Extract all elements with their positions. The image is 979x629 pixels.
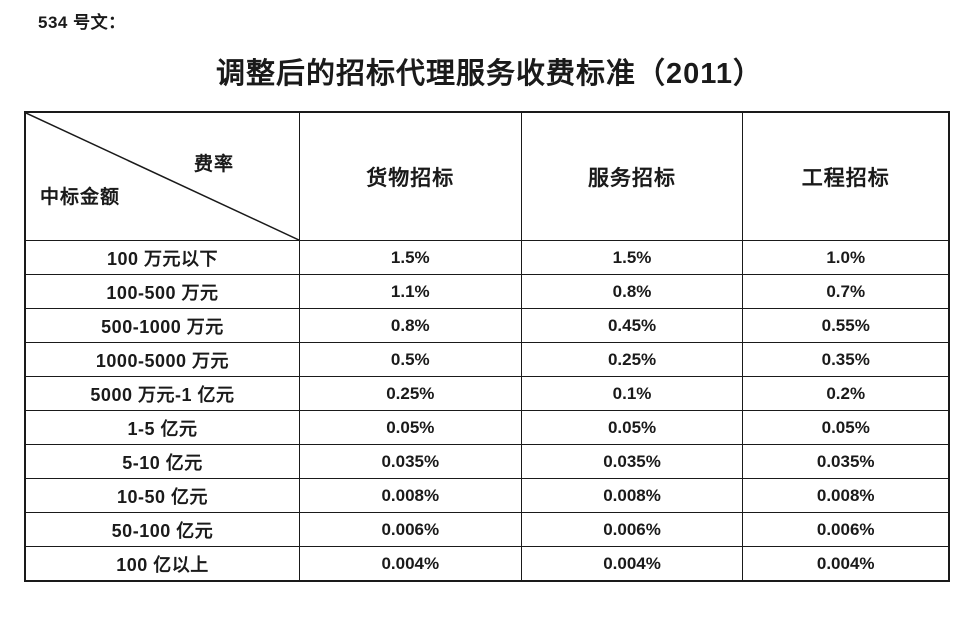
rate-cell: 0.05% (742, 410, 950, 445)
rate-cell: 0.25% (298, 376, 522, 411)
corner-label-bid-amount: 中标金额 (40, 187, 121, 208)
table-row: 100 万元以下 1.5% 1.5% 1.0% (24, 240, 950, 275)
page-title: 调整后的招标代理服务收费标准（2011） (216, 58, 763, 90)
row-label: 1000-5000 万元 (24, 342, 300, 377)
rate-cell: 1.5% (520, 240, 744, 275)
table-row: 1-5 亿元 0.05% 0.05% 0.05% (24, 410, 950, 445)
rate-cell: 0.035% (742, 444, 950, 479)
rate-cell: 1.1% (298, 274, 522, 309)
table-row: 100 亿以上 0.004% 0.004% 0.004% (24, 546, 950, 582)
rate-cell: 0.5% (298, 342, 522, 377)
fee-rate-table: 费率 中标金额 货物招标 服务招标 工程招标 100 万元以下 1.5% 1.5… (24, 111, 950, 582)
rate-cell: 0.008% (520, 478, 744, 513)
row-label: 10-50 亿元 (24, 478, 300, 513)
rate-cell: 0.7% (742, 274, 950, 309)
corner-label-fee-rate: 费率 (194, 154, 235, 175)
doc-number: 534 号文： (38, 13, 126, 32)
rate-cell: 0.004% (298, 546, 522, 582)
rate-cell: 0.45% (520, 308, 744, 343)
table-row: 10-50 亿元 0.008% 0.008% 0.008% (24, 478, 950, 513)
column-header-engineering-bidding: 工程招标 (742, 111, 950, 241)
table-header-row: 费率 中标金额 货物招标 服务招标 工程招标 (24, 111, 950, 241)
row-label: 5000 万元-1 亿元 (24, 376, 300, 411)
row-label: 5-10 亿元 (24, 444, 300, 479)
table-row: 50-100 亿元 0.006% 0.006% 0.006% (24, 512, 950, 547)
rate-cell: 0.006% (298, 512, 522, 547)
row-label: 100-500 万元 (24, 274, 300, 309)
rate-cell: 0.004% (520, 546, 744, 582)
column-header-service-bidding: 服务招标 (520, 111, 744, 241)
rate-cell: 0.006% (520, 512, 744, 547)
rate-cell: 0.8% (298, 308, 522, 343)
table-row: 5000 万元-1 亿元 0.25% 0.1% 0.2% (24, 376, 950, 411)
row-label: 1-5 亿元 (24, 410, 300, 445)
rate-cell: 0.25% (520, 342, 744, 377)
rate-cell: 0.2% (742, 376, 950, 411)
row-label: 500-1000 万元 (24, 308, 300, 343)
rate-cell: 0.05% (520, 410, 744, 445)
rate-cell: 0.05% (298, 410, 522, 445)
table-row: 100-500 万元 1.1% 0.8% 0.7% (24, 274, 950, 309)
rate-cell: 1.5% (298, 240, 522, 275)
row-label: 50-100 亿元 (24, 512, 300, 547)
table-row: 500-1000 万元 0.8% 0.45% 0.55% (24, 308, 950, 343)
rate-cell: 0.008% (742, 478, 950, 513)
diagonal-divider-line (26, 113, 299, 240)
rate-cell: 0.1% (520, 376, 744, 411)
table-row: 1000-5000 万元 0.5% 0.25% 0.35% (24, 342, 950, 377)
column-header-goods-bidding: 货物招标 (298, 111, 522, 241)
rate-cell: 0.008% (298, 478, 522, 513)
row-label: 100 万元以下 (24, 240, 300, 275)
rate-cell: 0.55% (742, 308, 950, 343)
rate-cell: 0.35% (742, 342, 950, 377)
table-row: 5-10 亿元 0.035% 0.035% 0.035% (24, 444, 950, 479)
row-label: 100 亿以上 (24, 546, 300, 582)
rate-cell: 0.035% (520, 444, 744, 479)
corner-header-cell: 费率 中标金额 (24, 111, 300, 241)
rate-cell: 0.8% (520, 274, 744, 309)
rate-cell: 0.006% (742, 512, 950, 547)
rate-cell: 1.0% (742, 240, 950, 275)
rate-cell: 0.004% (742, 546, 950, 582)
rate-cell: 0.035% (298, 444, 522, 479)
